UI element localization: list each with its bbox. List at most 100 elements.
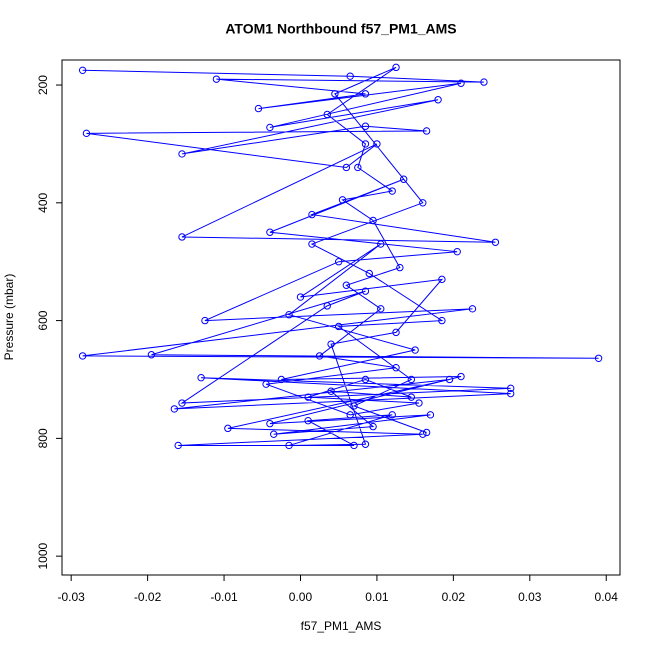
data-point [331,90,339,98]
data-point [361,122,370,130]
data-point [285,441,293,450]
x-tick-label: 0.04 [595,590,619,604]
data-point [266,228,274,236]
data-point [453,247,461,256]
data-point [388,411,396,419]
data-point [346,411,354,419]
data-point [369,216,377,225]
data-point [422,428,431,437]
x-tick-label: -0.02 [134,590,162,604]
x-axis-label: f57_PM1_AMS [301,619,382,633]
data-point [285,311,293,319]
data-point [457,372,465,381]
y-tick-label: 400 [36,192,50,212]
data-point [327,340,335,348]
data-point [491,238,500,246]
data-point [308,210,316,219]
data-point [422,127,431,135]
data-point [438,275,446,284]
data-point [174,441,182,450]
data-point [594,354,603,362]
data-point [392,328,400,337]
data-point [197,374,205,382]
data-point [212,75,221,83]
data-point [369,422,377,431]
data-point [354,163,362,172]
data-point [270,430,278,438]
data-point [468,305,477,313]
data-point [224,424,232,433]
data-point [506,389,515,398]
data-line [82,66,599,446]
y-tick-label: 200 [36,75,50,95]
data-point [419,430,427,438]
data-point [338,196,347,204]
data-point [407,375,416,384]
data-point [434,96,442,104]
data-point [350,402,358,410]
data-point [396,263,404,272]
y-axis-label: Pressure (mbar) [2,274,16,361]
y-tick-label: 1000 [36,542,50,569]
data-point [415,399,423,407]
x-tick-label: 0.03 [518,590,542,604]
data-point [407,393,416,401]
data-point [342,163,351,172]
data-point [346,72,354,80]
data-point [323,302,331,310]
data-point [392,63,400,72]
x-tick-label: -0.03 [57,590,85,604]
data-point [78,66,87,75]
data-point [78,352,87,360]
data-point [350,441,358,450]
data-point [277,375,286,384]
data-point [373,140,381,148]
data-point [438,316,446,325]
data-point [335,258,343,266]
data-point [147,351,156,359]
data-point [323,110,331,119]
data-point [304,393,312,401]
data-point [327,387,335,395]
data-point [308,240,316,248]
data-point [377,240,385,248]
data-point [170,405,179,413]
data-point [304,417,312,425]
data-point [266,123,274,132]
x-tick-label: 0.02 [442,590,466,604]
data-point [392,364,400,372]
plot-frame [61,59,621,576]
data-point [480,78,488,86]
data-point [254,104,263,113]
data-point [445,375,454,384]
data-point [335,322,343,331]
data-point [365,269,373,278]
chart-title: ATOM1 Northbound f57_PM1_AMS [225,21,456,37]
data-point [296,293,305,301]
data-point [361,90,370,98]
data-point [178,150,186,158]
x-tick-label: -0.01 [210,590,238,604]
data-point [411,346,419,354]
data-point [377,305,385,313]
y-tick-label: 800 [36,428,50,448]
data-point [342,281,351,289]
data-point [399,175,408,183]
y-tick-label: 600 [36,310,50,330]
data-point [82,129,91,138]
data-point [388,187,396,195]
data-point [457,79,465,87]
x-tick-label: 0.01 [365,590,389,604]
plot-area [78,63,603,450]
data-point [361,375,370,384]
data-point [266,419,274,428]
data-point [361,140,370,148]
data-point [506,384,515,393]
data-point [262,380,270,388]
data-point [361,440,370,448]
data-point [361,287,370,295]
x-tick-label: 0.00 [289,590,313,604]
data-point [178,233,186,241]
data-point [426,411,435,419]
